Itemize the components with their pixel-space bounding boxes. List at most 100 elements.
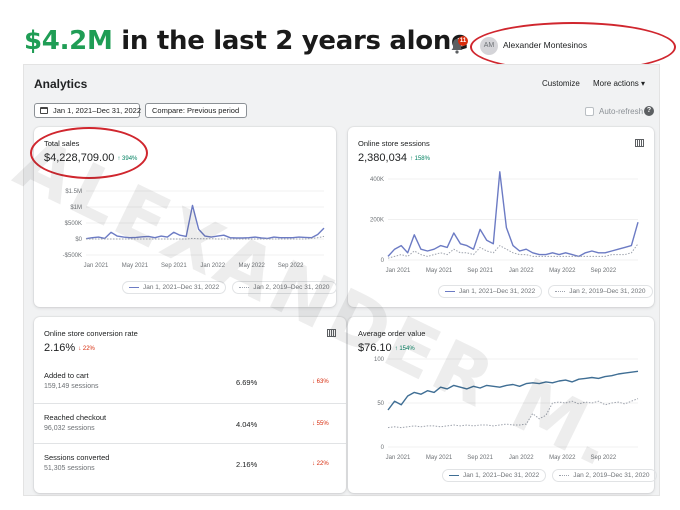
y-tick-label: 50 [377, 401, 384, 407]
funnel-delta: ↓ 63% [312, 379, 329, 385]
x-tick-label: May 2021 [426, 455, 453, 461]
notification-count-badge: 11 [458, 36, 468, 46]
legend-current: Jan 1, 2021–Dec 31, 2022 [438, 285, 543, 298]
x-tick-label: Sep 2022 [591, 268, 617, 274]
chart-type-icon[interactable] [327, 329, 336, 337]
funnel-row: Reached checkout 96,032 sessions 4.04% ↓… [34, 403, 346, 443]
y-tick-label: 100 [374, 357, 385, 363]
user-menu-area: 11 AM Alexander Montesinos [450, 22, 680, 72]
headline-text: in the last 2 years alone [112, 26, 469, 56]
funnel-rate: 4.04% [236, 420, 258, 429]
funnel-sessions: 51,305 sessions [44, 465, 95, 472]
x-tick-label: Jan 2021 [386, 455, 411, 461]
legend-previous-label: Jan 2, 2019–Dec 31, 2020 [569, 288, 646, 295]
series-line-previous [387, 243, 639, 259]
funnel-sessions: 159,149 sessions [44, 383, 99, 390]
compare-button[interactable]: Compare: Previous period [145, 103, 247, 118]
funnel-label: Sessions converted [44, 453, 110, 462]
x-tick-label: Jan 2022 [509, 268, 534, 274]
auto-refresh-checkbox[interactable] [585, 107, 594, 116]
aov-delta: ↑ 154% [394, 346, 415, 352]
y-tick-label: $1M [70, 205, 82, 211]
aov-amount: $76.10 [358, 342, 392, 354]
x-tick-label: Sep 2021 [467, 455, 493, 461]
sessions-card[interactable]: Online store sessions 2,380,034 ↑ 158% 40… [348, 127, 654, 307]
series-line-current [85, 204, 325, 240]
legend-current-swatch [445, 290, 455, 292]
help-icon[interactable]: ? [644, 106, 654, 116]
legend-previous-swatch [555, 290, 566, 292]
total-sales-delta: ↑ 394% [117, 156, 138, 162]
aov-value: $76.10 ↑ 154% [358, 342, 415, 354]
x-tick-label: May 2022 [549, 268, 576, 274]
total-sales-card[interactable]: Total sales $4,228,709.00 ↑ 394% $1.5M $1M… [34, 127, 337, 307]
funnel-delta: ↓ 22% [312, 461, 329, 467]
funnel-label: Reached checkout [44, 413, 107, 422]
total-sales-amount: $4,228,709.00 [44, 152, 115, 164]
total-sales-value: $4,228,709.00 ↑ 394% [44, 152, 137, 164]
y-tick-label: $1.5M [65, 189, 82, 195]
conversion-delta: ↓ 22% [78, 346, 95, 352]
date-range-button[interactable]: Jan 1, 2021–Dec 31, 2022 [34, 103, 141, 118]
headline: $4.2M in the last 2 years alone [24, 24, 469, 58]
legend-previous-swatch [559, 474, 570, 476]
conversion-value: 2.16% ↓ 22% [44, 342, 95, 354]
legend-current-swatch [449, 474, 459, 476]
average-order-value-card[interactable]: Average order value $76.10 ↑ 154% 100 50 0 J… [348, 317, 657, 493]
aov-title: Average order value [358, 329, 426, 338]
legend-previous-swatch [239, 286, 250, 288]
x-tick-label: Sep 2021 [467, 268, 493, 274]
legend-previous-label: Jan 2, 2019–Dec 31, 2020 [253, 284, 330, 291]
sessions-title: Online store sessions [358, 139, 430, 148]
sessions-amount: 2,380,034 [358, 152, 407, 164]
aov-legend: Jan 1, 2021–Dec 31, 2022 Jan 2, 2019–Dec … [442, 469, 663, 482]
sessions-value: 2,380,034 ↑ 158% [358, 152, 430, 164]
funnel-rate: 2.16% [236, 460, 258, 469]
y-tick-label: 200K [370, 218, 384, 224]
calendar-icon [40, 107, 48, 114]
legend-current-swatch [129, 286, 139, 288]
funnel-sessions: 96,032 sessions [44, 425, 95, 432]
legend-previous: Jan 2, 2019–Dec 31, 2020 [232, 281, 337, 294]
funnel-row: Sessions converted 51,305 sessions 2.16%… [34, 443, 346, 483]
y-tick-label: 400K [370, 177, 384, 183]
y-tick-label: 0 [381, 445, 385, 451]
x-tick-label: May 2022 [549, 455, 576, 461]
y-tick-label: $0 [75, 237, 82, 243]
series-line-previous [86, 235, 325, 240]
legend-previous: Jan 2, 2019–Dec 31, 2020 [552, 469, 657, 482]
chart-type-icon[interactable] [635, 139, 644, 147]
legend-current: Jan 1, 2021–Dec 31, 2022 [122, 281, 227, 294]
x-tick-label: Sep 2022 [278, 263, 304, 269]
x-tick-label: Jan 2021 [386, 268, 411, 274]
legend-current-label: Jan 1, 2021–Dec 31, 2022 [143, 284, 220, 291]
funnel-label: Added to cart [44, 371, 89, 380]
total-sales-legend: Jan 1, 2021–Dec 31, 2022 Jan 2, 2019–Dec … [122, 281, 343, 294]
y-tick-label: $500K [65, 221, 82, 227]
total-sales-title: Total sales [44, 139, 80, 148]
legend-current: Jan 1, 2021–Dec 31, 2022 [442, 469, 547, 482]
series-line-current [387, 370, 639, 411]
series-line-current [387, 171, 639, 258]
x-tick-label: May 2021 [426, 268, 453, 274]
conversion-card[interactable]: Online store conversion rate 2.16% ↓ 22% … [34, 317, 346, 493]
y-tick-label: -$500K [63, 253, 82, 259]
customize-button[interactable]: Customize [542, 79, 580, 88]
legend-previous-label: Jan 2, 2019–Dec 31, 2020 [573, 472, 650, 479]
conversion-title: Online store conversion rate [44, 329, 138, 338]
headline-amount: $4.2M [24, 26, 113, 56]
sessions-legend: Jan 1, 2021–Dec 31, 2022 Jan 2, 2019–Dec … [438, 285, 659, 298]
x-tick-label: Sep 2022 [591, 455, 617, 461]
funnel-row: Added to cart 159,149 sessions 6.69% ↓ 6… [34, 362, 346, 402]
more-actions-button[interactable]: More actions ▾ [593, 79, 646, 88]
x-tick-label: Jan 2022 [200, 263, 225, 269]
sessions-delta: ↑ 158% [409, 156, 430, 162]
conversion-amount: 2.16% [44, 342, 76, 354]
legend-current-label: Jan 1, 2021–Dec 31, 2022 [463, 472, 540, 479]
x-tick-label: Sep 2021 [161, 263, 187, 269]
legend-previous: Jan 2, 2019–Dec 31, 2020 [548, 285, 653, 298]
funnel-delta: ↓ 55% [312, 421, 329, 427]
analytics-panel: Analytics Customize More actions ▾ Jan 1… [23, 64, 660, 496]
